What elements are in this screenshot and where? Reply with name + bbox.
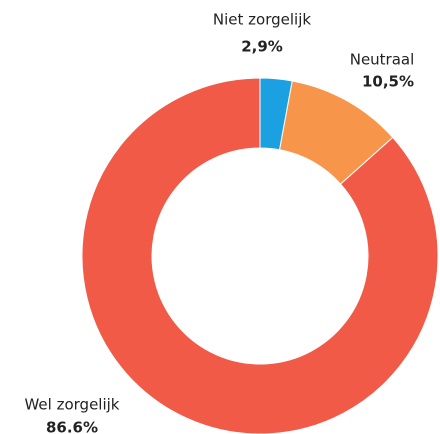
slice-label: Wel zorgelijk: [24, 396, 119, 414]
value-label: 10,5%: [362, 73, 414, 91]
slice: [81, 77, 439, 434]
slice-label: Niet zorgelijk: [213, 11, 311, 29]
value-label: 2,9%: [241, 38, 283, 56]
value-label: 86.6%: [46, 419, 98, 434]
slice-label: Neutraal: [350, 51, 415, 69]
